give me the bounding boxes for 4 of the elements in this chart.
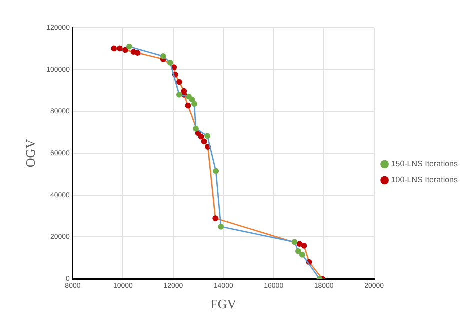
x-axis-title: FGV [210, 296, 238, 312]
y-axis-title: OGV [23, 138, 38, 168]
legend-label: 150-LNS Iterations [391, 160, 458, 169]
legend-label: 100-LNS Iterations [391, 176, 458, 185]
